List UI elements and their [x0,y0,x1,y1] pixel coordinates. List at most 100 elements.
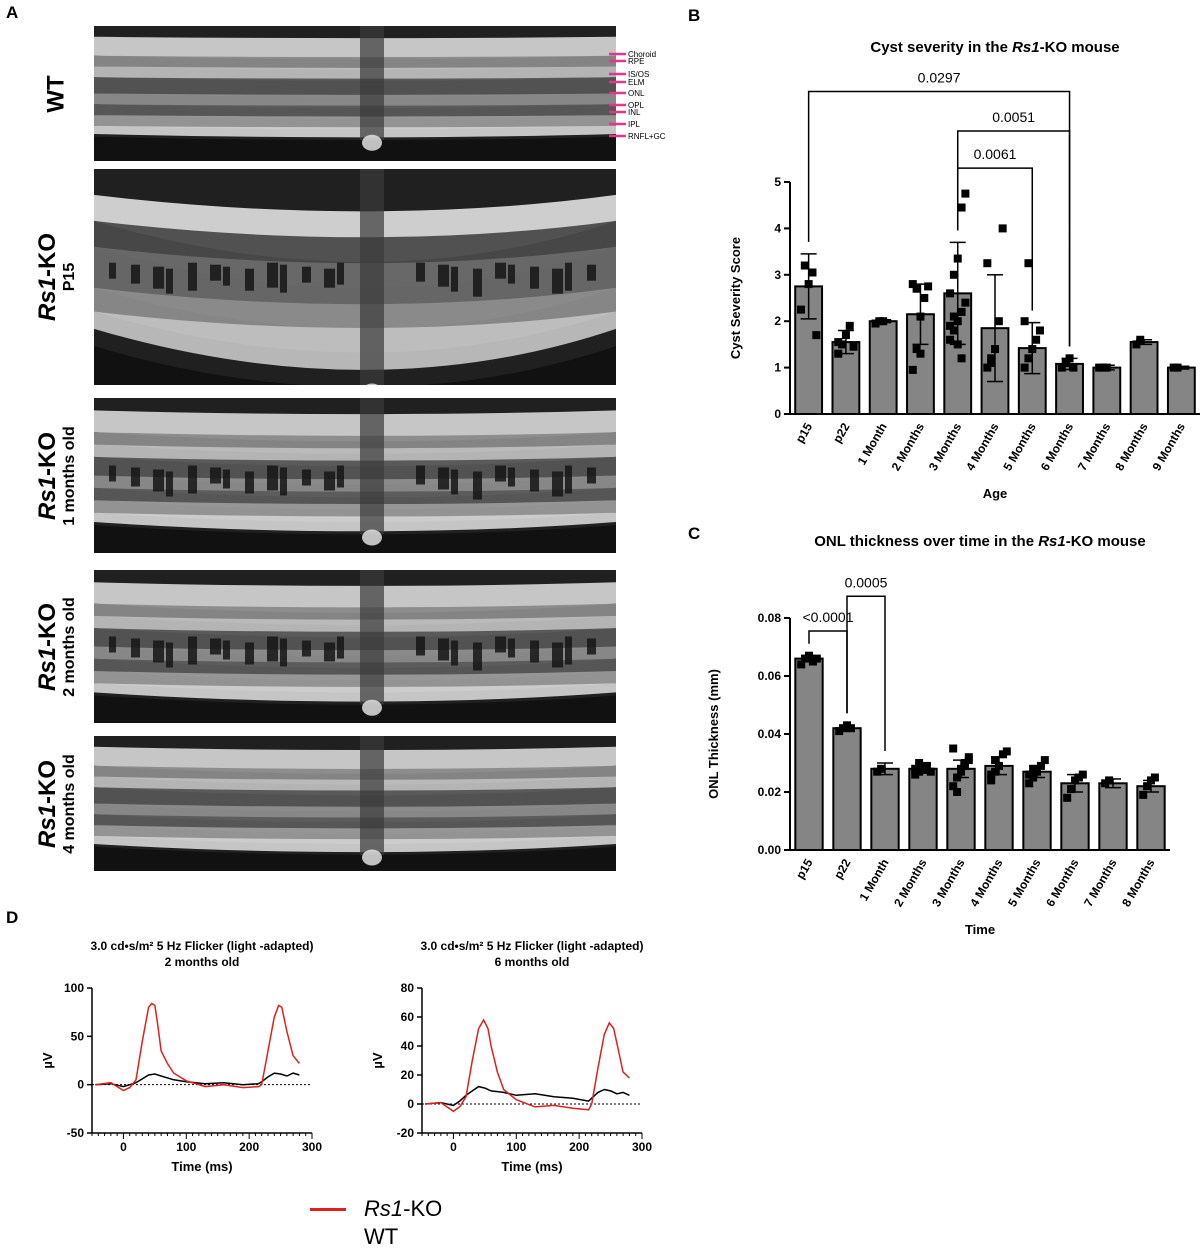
y-tick-label: 60 [401,1010,415,1024]
legend-item-wt: WT [310,1224,398,1250]
data-point [949,782,958,791]
x-axis-label: Time (ms) [171,1159,232,1174]
p-value-label: 0.0297 [918,70,961,86]
x-tick-label: 0 [450,1140,457,1154]
y-tick-label: 0.02 [758,785,782,799]
x-tick-label: 2 Months [889,420,928,473]
x-tick-label: 0 [120,1140,127,1154]
x-tick-label: 5 Months [1005,856,1044,909]
data-point [949,270,958,279]
x-tick-label: 200 [569,1140,589,1154]
y-tick-label: 0.06 [758,669,782,683]
y-axis-label: ONL Thickness (mm) [706,669,721,799]
data-point [846,724,855,733]
oct-row-title: WT [43,74,70,113]
x-tick-label: 300 [302,1140,322,1154]
data-point [987,776,996,785]
x-tick-label: 200 [239,1140,259,1154]
y-tick-label: 0.00 [758,843,782,857]
data-point [1002,747,1011,756]
legend-label-ko: Rs1 [364,1196,404,1221]
y-tick-label: 3 [774,268,781,282]
x-axis-label: Time [965,922,995,937]
bar [868,320,898,416]
data-point [1024,354,1033,363]
oct-row-title: Rs1-KO [34,602,61,691]
data-point [1065,354,1074,363]
oct-row-label: Rs1-KO 4 months old [20,736,94,871]
y-tick-label: -20 [397,1126,415,1140]
significance-bracket [956,167,1034,311]
data-point [949,744,958,753]
x-tick-label: 8 Months [1112,420,1151,473]
layer-label: IS/OS [628,70,649,79]
data-point [879,317,888,326]
bar [1098,782,1128,851]
data-point [926,767,935,776]
panel-letter-b: B [688,6,701,25]
data-point [957,354,966,363]
data-point [1063,793,1072,802]
y-tick-label: 50 [71,1029,85,1043]
p-value-label: <0.0001 [803,609,854,625]
data-point [1139,790,1148,799]
data-point [1024,259,1033,268]
data-point [916,349,925,358]
x-tick-label: p15 [793,856,816,881]
y-tick-label: 100 [64,981,84,995]
erg-title-line2: 2 months old [165,955,240,969]
y-tick-label: 2 [774,314,781,328]
data-point [834,349,843,358]
y-tick-label: 5 [774,175,781,189]
legend-label-wt: WT [364,1224,399,1249]
data-point [800,261,809,270]
y-tick-label: 1 [774,361,781,375]
erg-chart-6-months: 3.0 cd•s/m² 5 Hz Flicker (light -adapted… [370,939,652,1174]
oct-scan-image [94,169,616,385]
series-line-ko [425,1018,630,1113]
significance-bracket [956,130,1071,347]
data-point [1143,782,1152,791]
data-point [1057,363,1066,372]
panel-letter-c: C [688,524,701,543]
data-point [1029,764,1038,773]
data-point [957,307,966,316]
layer-label: IPL [628,120,641,129]
data-point [953,788,962,796]
data-point [912,284,921,293]
oct-row-label: WT [20,26,94,161]
data-point [946,289,955,298]
data-point [805,651,813,660]
layer-label: ONL [628,89,645,98]
y-tick-label: 20 [401,1068,415,1082]
y-tick-label: 0.08 [758,611,782,625]
data-point [983,259,992,268]
panel-letter-a: A [6,3,19,22]
x-tick-label: 6 Months [1043,856,1082,909]
x-tick-label: 100 [176,1140,196,1154]
data-point [804,280,813,289]
p-value-label: 0.0061 [974,146,1017,162]
chart-title: ONL thickness over time in the Rs1-KO mo… [814,533,1146,550]
data-point [991,756,1000,765]
oct-row-subtitle: 4 months old [61,753,78,854]
bar [1166,366,1196,416]
legend-swatch-ko [310,1207,346,1211]
data-point [1032,335,1041,344]
oct-scan-image [94,736,616,871]
legend-label-ko-suffix: -KO [403,1196,443,1221]
data-point [908,280,917,289]
oct-row-label-text: Rs1-KO 4 months old [34,753,79,854]
chart-title: Cyst severity in the Rs1-KO mouse [870,39,1119,56]
data-point [877,764,886,773]
oct-row-subtitle: 1 months old [61,425,78,526]
x-tick-label: 300 [632,1140,652,1154]
data-point [995,761,1003,770]
oct-scan-graphic [94,26,616,161]
series-line-ko [95,1002,300,1092]
panel-letter-d: D [6,908,19,927]
oct-row-label-text: Rs1-KO 1 months old [34,425,79,526]
oct-row: Rs1-KO 2 months old [20,570,620,723]
x-tick-label: 9 Months [1150,420,1189,473]
y-tick-label: 0 [774,407,781,421]
